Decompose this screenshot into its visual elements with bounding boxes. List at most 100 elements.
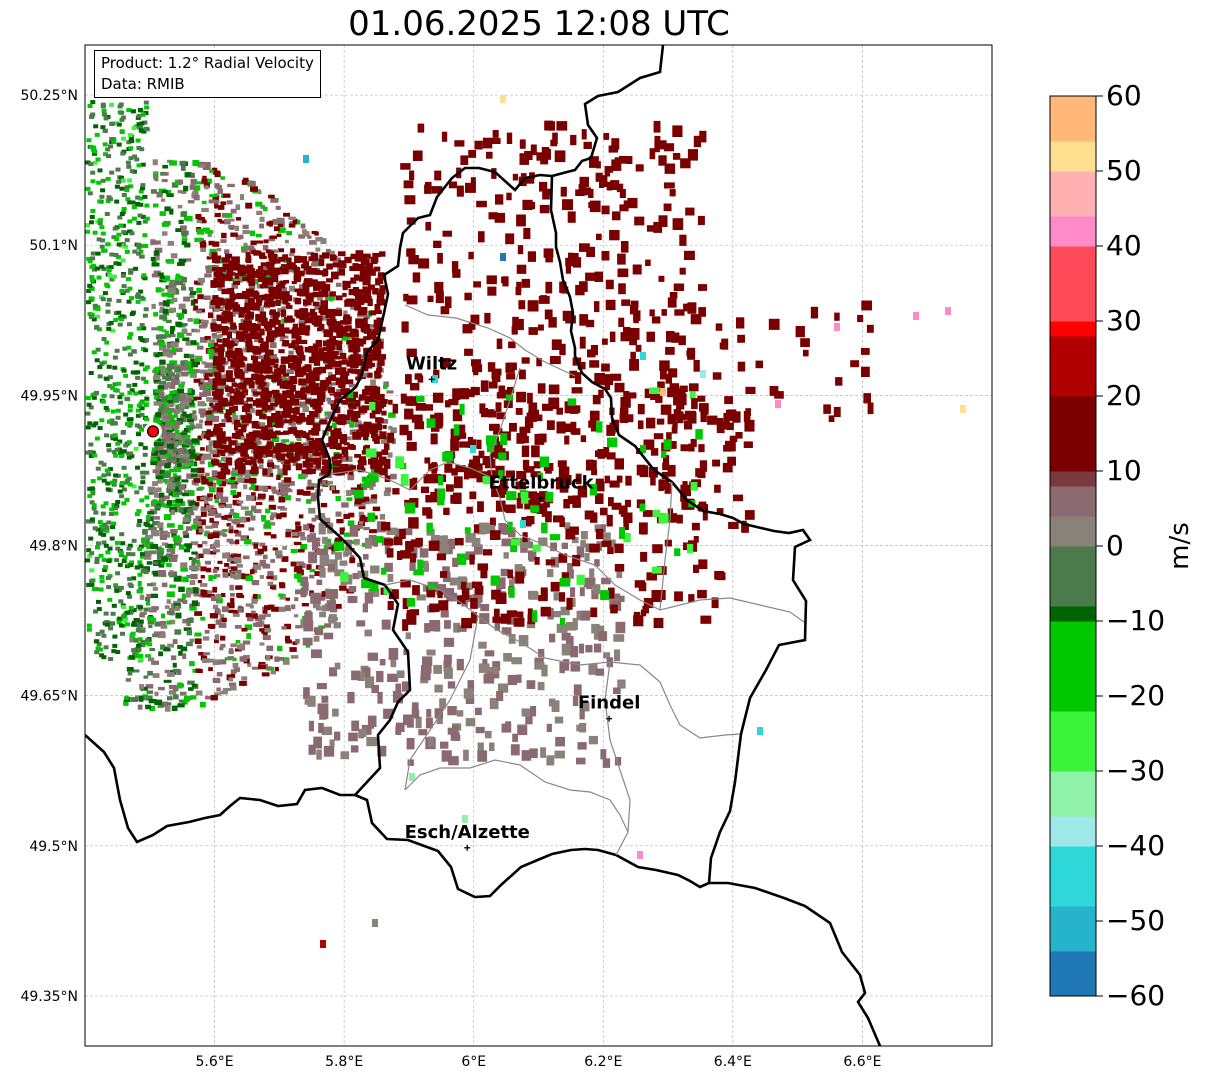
- colorbar-segment: [1050, 411, 1096, 427]
- colorbar-segment: [1050, 981, 1096, 997]
- info-box: Product: 1.2° Radial Velocity Data: RMIB: [94, 50, 321, 98]
- map-frame: [84, 44, 993, 1047]
- colorbar-segment: [1050, 246, 1096, 262]
- colorbar-tick-label: −30: [1106, 754, 1165, 787]
- lat-tick-label: 50.1°N: [29, 238, 78, 254]
- colorbar-tick-label: 20: [1106, 379, 1142, 412]
- colorbar-tick-label: −50: [1106, 904, 1165, 937]
- colorbar-segment: [1050, 156, 1096, 172]
- data-source-text: Data: RMIB: [101, 75, 185, 93]
- lat-tick-label: 49.65°N: [20, 689, 78, 705]
- colorbar-segment: [1050, 276, 1096, 292]
- lon-tick-label: 5.8°E: [325, 1054, 363, 1070]
- colorbar-segment: [1050, 921, 1096, 937]
- canton-borders: [329, 304, 805, 856]
- colorbar-tick-label: −60: [1106, 979, 1165, 1012]
- lat-tick-label: 49.35°N: [20, 989, 78, 1005]
- colorbar-segment: [1050, 816, 1096, 832]
- colorbar-segment: [1050, 441, 1096, 457]
- city-label: Esch/Alzette: [405, 822, 530, 843]
- colorbar-segment: [1050, 501, 1096, 517]
- colorbar-segment: [1050, 531, 1096, 547]
- colorbar-segment: [1050, 171, 1096, 187]
- colorbar-tick-label: −10: [1106, 604, 1165, 637]
- colorbar-segment: [1050, 681, 1096, 697]
- france-border: [85, 734, 355, 844]
- map-title: 01.06.2025 12:08 UTC: [348, 4, 730, 44]
- colorbar-segment: [1050, 126, 1096, 142]
- colorbar-segment: [1050, 456, 1096, 472]
- lon-tick-label: 6.2°E: [584, 1054, 622, 1070]
- colorbar-segment: [1050, 186, 1096, 202]
- colorbar-segment: [1050, 201, 1096, 217]
- colorbar-tick-label: 50: [1106, 154, 1142, 187]
- lon-tick-label: 5.6°E: [196, 1054, 234, 1070]
- colorbar-segment: [1050, 651, 1096, 667]
- colorbar-tick-label: 40: [1106, 229, 1142, 262]
- colorbar-segment: [1050, 846, 1096, 862]
- colorbar-segment: [1050, 591, 1096, 607]
- colorbar-segment: [1050, 711, 1096, 727]
- lon-tick-label: 6.6°E: [843, 1054, 881, 1070]
- colorbar-segment: [1050, 396, 1096, 412]
- colorbar-segment: [1050, 696, 1096, 712]
- city-label: Wiltz: [406, 353, 457, 374]
- colorbar-segment: [1050, 636, 1096, 652]
- colorbar-segment: [1050, 906, 1096, 922]
- colorbar-segment: [1050, 561, 1096, 577]
- colorbar-segment: [1050, 366, 1096, 382]
- colorbar-segment: [1050, 831, 1096, 847]
- colorbar-segment: [1050, 741, 1096, 757]
- lat-tick-label: 50.25°N: [20, 88, 78, 104]
- colorbar-segment: [1050, 216, 1096, 232]
- colorbar-segment: [1050, 951, 1096, 967]
- colorbar-segment: [1050, 141, 1096, 157]
- lon-tick-label: 6.4°E: [714, 1054, 752, 1070]
- colorbar-segment: [1050, 576, 1096, 592]
- colorbar-segment: [1050, 621, 1096, 637]
- colorbar-segment: [1050, 876, 1096, 892]
- city-markers: Wiltz Ettelbruck Findel Esch/Alzette: [405, 353, 641, 851]
- colorbar-segment: [1050, 801, 1096, 817]
- colorbar-segment: [1050, 336, 1096, 352]
- lon-tick-label: 6°E: [461, 1054, 486, 1070]
- colorbar-segment: [1050, 111, 1096, 127]
- city-label: Findel: [578, 693, 641, 714]
- colorbar-segment: [1050, 786, 1096, 802]
- product-text: Product: 1.2° Radial Velocity: [101, 54, 314, 72]
- lat-tick-label: 49.5°N: [29, 839, 78, 855]
- colorbar-tick-label: −40: [1106, 829, 1165, 862]
- colorbar-tick-label: 30: [1106, 304, 1142, 337]
- colorbar-segment: [1050, 471, 1096, 487]
- colorbar-segment: [1050, 771, 1096, 787]
- colorbar-tick-label: 10: [1106, 454, 1142, 487]
- colorbar-segment: [1050, 606, 1096, 622]
- lat-tick-label: 49.95°N: [20, 388, 78, 404]
- colorbar-segment: [1050, 96, 1096, 112]
- colorbar-segment: [1050, 261, 1096, 277]
- colorbar-segment: [1050, 426, 1096, 442]
- colorbar-segment: [1050, 516, 1096, 532]
- city-label: Ettelbruck: [489, 472, 595, 493]
- colorbar-segment: [1050, 966, 1096, 982]
- colorbar-segment: [1050, 306, 1096, 322]
- colorbar-segment: [1050, 321, 1096, 337]
- lat-tick-label: 49.8°N: [29, 539, 78, 555]
- colorbar-segment: [1050, 486, 1096, 502]
- colorbar-segment: [1050, 861, 1096, 877]
- colorbar-segment: [1050, 231, 1096, 247]
- germany-border-south: [709, 881, 882, 1046]
- radar-site-marker: [144, 422, 163, 441]
- colorbar-segment: [1050, 726, 1096, 742]
- colorbar-segment: [1050, 666, 1096, 682]
- colorbar-ticks: 60 50 40 30 20 10 0 −10 −20 −30 −40 −50 −60: [1096, 79, 1165, 1012]
- colorbar-segment: [1050, 351, 1096, 367]
- colorbar-tick-label: −20: [1106, 679, 1165, 712]
- colorbar-segment: [1050, 546, 1096, 562]
- colorbar-segment: [1050, 891, 1096, 907]
- colorbar-label: m/s: [1165, 522, 1195, 570]
- colorbar-tick-label: 60: [1106, 79, 1142, 112]
- colorbar-segment: [1050, 381, 1096, 397]
